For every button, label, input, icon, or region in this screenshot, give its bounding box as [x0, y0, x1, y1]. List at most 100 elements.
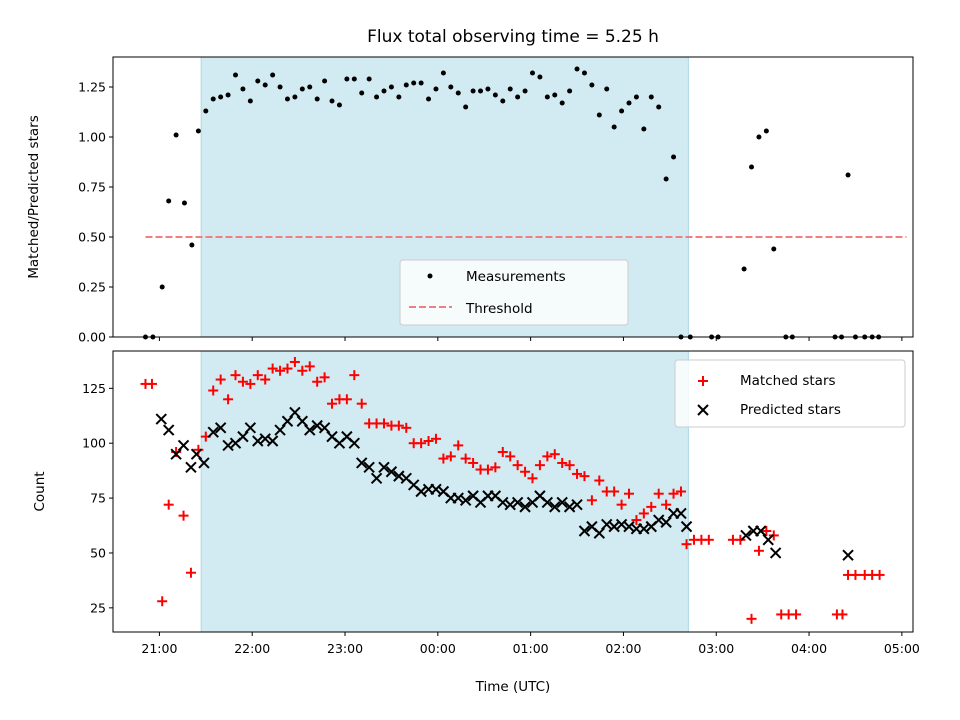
- legend-predicted-marker: [697, 404, 709, 416]
- measurement-point: [470, 88, 476, 94]
- x-stroke-b: [185, 461, 197, 474]
- measurement-point: [440, 70, 446, 76]
- predicted-star-point: [459, 494, 472, 506]
- predicted-star-point: [601, 518, 613, 531]
- measurement-point: [270, 72, 276, 78]
- predicted-star-point: [615, 518, 628, 531]
- matched-star-point: [638, 508, 649, 519]
- x-stroke-b: [311, 419, 323, 432]
- predicted-star-point: [571, 498, 583, 511]
- matched-star-point: [609, 486, 620, 497]
- predicted-star-point: [222, 439, 234, 452]
- measurement-point: [189, 242, 195, 248]
- predicted-star-point: [762, 534, 774, 546]
- predicted-star-point: [185, 461, 197, 474]
- predicted-star-point: [177, 439, 190, 452]
- x-stroke-b: [755, 525, 767, 537]
- x-stroke-b: [556, 496, 568, 509]
- predicted-star-point: [740, 529, 752, 542]
- measurement-point: [544, 94, 550, 100]
- predicted-star-point: [675, 507, 687, 520]
- measurement-point: [633, 94, 639, 100]
- predicted-star-point: [244, 422, 257, 434]
- bottom-y-axis-label: Count: [32, 471, 48, 511]
- matched-star-point: [289, 356, 300, 367]
- measurement-point: [403, 82, 409, 88]
- matched-star-point: [423, 436, 434, 447]
- measurement-point: [507, 86, 513, 92]
- x-stroke-b: [407, 479, 420, 491]
- y-tick-label: 1.25: [78, 80, 106, 95]
- predicted-star-point: [842, 549, 854, 561]
- x-stroke-b: [430, 483, 442, 496]
- x-stroke-b: [207, 426, 219, 438]
- bottom-legend-box: [674, 359, 906, 428]
- x-stroke-b: [680, 520, 693, 533]
- x-tick-label: 22:00: [234, 641, 270, 656]
- y-tick-label: 125: [82, 381, 106, 396]
- measurement-point: [299, 86, 305, 92]
- x-stroke-b: [296, 415, 309, 427]
- measurement-point: [255, 78, 261, 84]
- measurement-point: [574, 66, 580, 72]
- measurement-point: [159, 284, 165, 290]
- predicted-star-point: [155, 413, 167, 425]
- x-stroke-b: [740, 529, 752, 542]
- matched-star-point: [430, 433, 441, 444]
- predicted-star-point: [623, 520, 635, 533]
- matched-star-point: [497, 446, 508, 457]
- measurement-point: [418, 80, 424, 86]
- matched-star-point: [378, 418, 389, 429]
- x-stroke-b: [190, 448, 203, 460]
- predicted-star-point: [311, 419, 323, 432]
- x-stroke-b: [615, 518, 628, 531]
- measurement-point: [195, 128, 201, 134]
- measurement-point: [233, 72, 239, 78]
- top-panel: 0.00 0.25 0.50 0.75 1.00 1.25 Matched/Predict…: [26, 56, 914, 345]
- matched-star-point: [653, 488, 664, 499]
- measurement-point: [485, 86, 491, 92]
- matched-star-point: [341, 394, 352, 405]
- measurement-point: [663, 176, 669, 182]
- x-tick-label: 00:00: [420, 641, 456, 656]
- measurement-point: [626, 100, 632, 106]
- measurement-point: [763, 128, 769, 134]
- x-stroke-b: [177, 439, 190, 452]
- matched-star-point: [237, 376, 248, 387]
- matched-star-point: [646, 501, 657, 512]
- measurement-point: [203, 108, 209, 114]
- matched-star-point: [512, 460, 523, 471]
- predicted-star-point: [252, 435, 264, 447]
- predicted-star-point: [378, 461, 390, 474]
- top-marks: [142, 66, 907, 340]
- predicted-star-point: [393, 470, 405, 482]
- measurement-point: [522, 88, 528, 94]
- x-stroke-b: [348, 437, 361, 449]
- x-stroke-b: [675, 507, 687, 520]
- measurement-point: [329, 98, 335, 104]
- legend-plus: [698, 376, 708, 386]
- measurement-point: [671, 154, 677, 160]
- y-tick-label: 0.00: [78, 330, 106, 345]
- measurement-point: [351, 76, 357, 82]
- predicted-star-point: [578, 525, 591, 537]
- matched-star-point: [703, 534, 714, 545]
- measurement-point: [478, 88, 484, 94]
- measurement-point: [463, 104, 469, 110]
- measurement-point: [218, 94, 224, 100]
- y-tick-label: 100: [82, 436, 106, 451]
- matched-star-point: [681, 539, 692, 550]
- measurement-point: [262, 82, 268, 88]
- predicted-star-point: [370, 472, 383, 485]
- y-tick-label: 0.25: [78, 280, 106, 295]
- x-stroke-b: [601, 518, 613, 531]
- measurement-point: [181, 200, 187, 206]
- measurement-point: [500, 98, 506, 104]
- measurement-point: [314, 96, 320, 102]
- bottom-axes-frame: [112, 350, 914, 633]
- matched-star-point: [746, 613, 757, 624]
- measurement-point: [596, 112, 602, 118]
- matched-star-point: [146, 378, 157, 389]
- matched-star-point: [453, 440, 464, 451]
- measurement-point: [611, 124, 617, 130]
